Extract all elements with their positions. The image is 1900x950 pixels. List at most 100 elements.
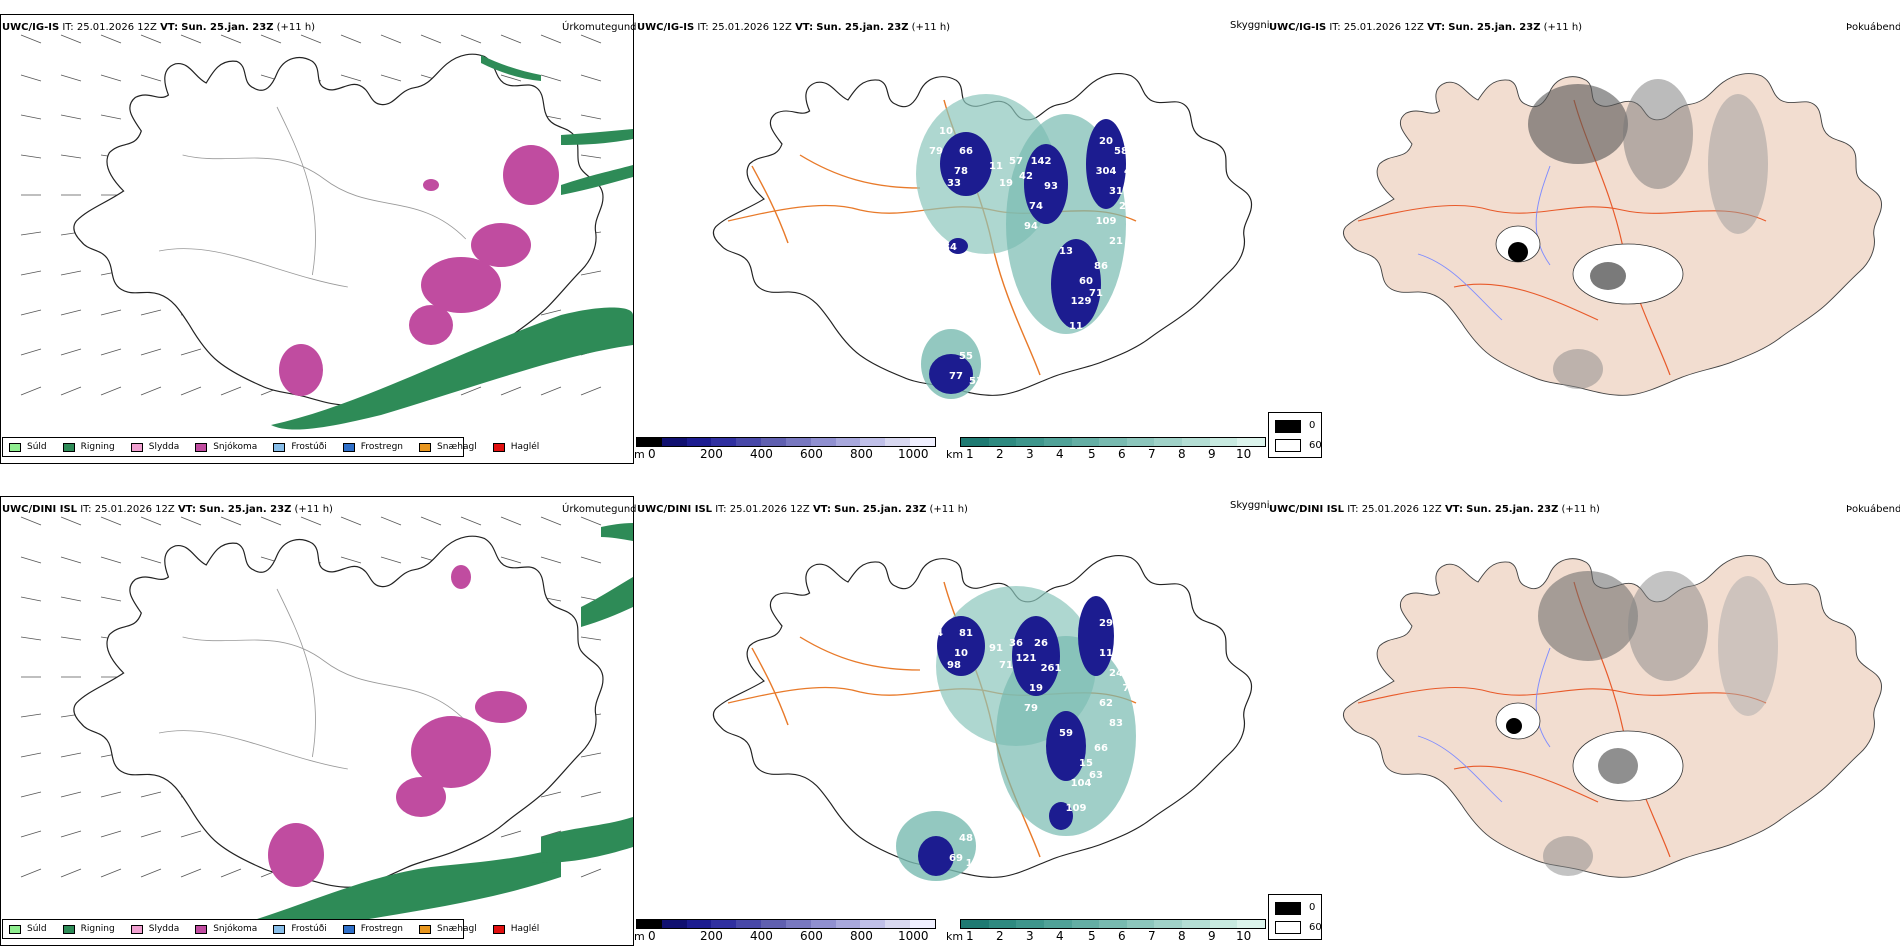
legend-label: Snjókoma: [213, 924, 258, 934]
cloud-base-label: 98: [947, 660, 961, 671]
vt-value: Sun. 25.jan. 23Z: [1466, 504, 1559, 515]
snow-areas: [268, 565, 527, 887]
it-label: IT:: [62, 22, 74, 33]
lead-time: (+11 h): [911, 22, 951, 33]
fog-label: 0: [1309, 420, 1316, 431]
cloud-base-label: 91: [1144, 151, 1158, 162]
vt-label: VT:: [812, 504, 831, 515]
cloud-base-label: 27: [1149, 131, 1163, 142]
cloudbase-unit: m: [634, 448, 645, 461]
cbar-seg: [1154, 920, 1183, 928]
model-name: UWC/DINI ISL: [2, 504, 78, 515]
precip-type-panel-top: [0, 14, 634, 464]
cloud-base-label: 59: [1059, 728, 1073, 739]
cloudbase-areas: [929, 119, 1126, 394]
legend-label: Rigning: [80, 924, 115, 934]
cloud-base-label: 84: [943, 242, 957, 253]
legend-item: Frostregn: [342, 924, 403, 934]
legend-label: Snæhagl: [437, 924, 477, 934]
cbar-seg: [761, 920, 786, 928]
cbar-tick: 5: [1088, 447, 1096, 461]
cbar-seg: [736, 920, 762, 928]
fog-panel-title-bottom: Þokuábendi: [1846, 504, 1900, 515]
cloudbase-areas: [918, 596, 1114, 876]
cloud-base-label: 93: [1044, 181, 1058, 192]
vt-value: Sun. 25.jan. 23Z: [834, 504, 927, 515]
cloud-base-label: 129: [1071, 296, 1092, 307]
cbar-tick: 1000: [898, 447, 929, 461]
cbar-seg: [860, 920, 886, 928]
cloud-base-label: 26: [1134, 698, 1148, 709]
fog-swatch: [1275, 902, 1301, 915]
cbar-seg: [1043, 438, 1072, 446]
precip-type-map-top: [20, 34, 633, 430]
cloud-base-label: 20: [1099, 136, 1113, 147]
cbar-seg: [1043, 920, 1072, 928]
cloud-base-label: 60: [1079, 276, 1093, 287]
cloudbase-colorbar-top: [636, 437, 936, 447]
cbar-seg: [1126, 438, 1155, 446]
cbar-seg: [1237, 438, 1266, 446]
vt-value: Sun. 25.jan. 23Z: [181, 22, 274, 33]
cloud-base-label: 7: [1123, 683, 1130, 694]
cloud-base-label: 66: [959, 146, 973, 157]
cloud-panel-title-bottom: Skyggni: [1230, 500, 1270, 511]
legend-swatch: [492, 924, 505, 934]
header-bottom-precip: UWC/DINI ISL IT: 25.01.2026 12Z VT: Sun.…: [2, 504, 333, 516]
cbar-tick: 200: [700, 447, 723, 461]
fog-label: 0: [1309, 902, 1316, 913]
cloud-base-label: 48: [959, 833, 973, 844]
fog-swatch: [1275, 420, 1301, 433]
cbar-tick: 2: [996, 447, 1004, 461]
lead-time: (+11 h): [1543, 22, 1583, 33]
visibility-unit: km: [946, 448, 964, 461]
cloud-base-label: 55: [959, 351, 973, 362]
cloud-base-label: 26: [1034, 638, 1048, 649]
legend-item: Snjókoma: [195, 442, 257, 452]
legend-swatch: [130, 924, 143, 934]
cbar-tick: 6: [1118, 929, 1126, 943]
cloud-base-label: 10: [954, 648, 968, 659]
legend-label: Snæhagl: [437, 442, 477, 452]
it-label: IT:: [715, 504, 727, 515]
legend-item: Slydda: [130, 442, 179, 452]
cbar-seg: [910, 920, 935, 928]
legend-item: Súld: [9, 442, 47, 452]
cloud-base-label: 91: [989, 643, 1003, 654]
cbar-tick: 3: [1026, 447, 1034, 461]
iceland-outline: [73, 535, 604, 888]
cbar-tick: 9: [1208, 929, 1216, 943]
legend-item: Súld: [9, 924, 47, 934]
model-name: UWC/IG-IS: [2, 22, 60, 33]
model-name: UWC/IG-IS: [1269, 22, 1327, 33]
cloud-base-label: 14: [929, 628, 943, 639]
legend-item: Frostregn: [342, 442, 403, 452]
vt-label: VT:: [1427, 22, 1446, 33]
cbar-tick: 1: [966, 929, 974, 943]
legend-label: Súld: [27, 924, 47, 934]
cbar-seg: [961, 438, 989, 446]
cbar-seg: [711, 438, 737, 446]
legend-item: Frostúði: [273, 924, 327, 934]
fog-swatch: [1275, 921, 1301, 934]
cbar-tick: 8: [1178, 447, 1186, 461]
cbar-seg: [1099, 438, 1127, 446]
legend-swatch: [195, 924, 208, 934]
cloud-base-label: 22: [1139, 181, 1153, 192]
cloud-base-label: 142: [1031, 156, 1052, 167]
cloud-base-label: 42: [1019, 171, 1033, 182]
cloud-base-label: 80: [939, 608, 953, 619]
vt-value: Sun. 25.jan. 23Z: [199, 504, 292, 515]
legend-item: Snjókoma: [195, 924, 257, 934]
cbar-seg: [686, 438, 712, 446]
legend-item: Snæhagl: [419, 442, 477, 452]
cbar-seg: [910, 438, 935, 446]
fog-map-bottom: [1342, 554, 1883, 878]
cloud-base-label: 11: [1099, 648, 1113, 659]
fog-map-top: [1342, 73, 1883, 396]
cloud-base-label: 109: [1066, 803, 1087, 814]
header-bottom-fog: UWC/DINI ISL IT: 25.01.2026 12Z VT: Sun.…: [1269, 504, 1600, 516]
legend-swatch: [130, 442, 143, 452]
